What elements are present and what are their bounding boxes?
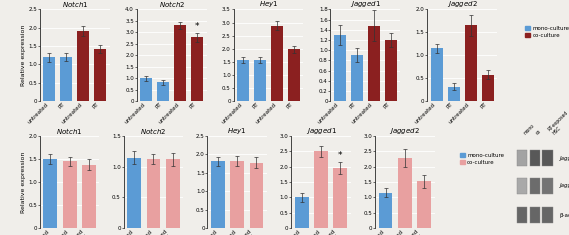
Bar	[314, 151, 328, 228]
Title: $\it{Notch1}$: $\it{Notch1}$	[56, 126, 83, 136]
Bar	[174, 25, 186, 101]
Bar	[517, 150, 527, 166]
Legend: mono-culture, co-culture: mono-culture, co-culture	[525, 26, 569, 38]
Bar	[398, 158, 412, 228]
Bar	[530, 178, 540, 193]
Text: Jagged1: Jagged1	[559, 156, 569, 161]
Title: $\it{Notch2}$: $\it{Notch2}$	[159, 0, 185, 9]
Text: Jagged2: Jagged2	[559, 183, 569, 188]
Bar	[94, 49, 106, 101]
Bar	[191, 37, 203, 101]
Bar	[146, 159, 160, 228]
Y-axis label: Relative expression: Relative expression	[21, 151, 26, 213]
Bar	[385, 40, 397, 101]
Title: $\it{Hey1}$: $\it{Hey1}$	[259, 0, 278, 9]
Bar	[542, 178, 552, 193]
Bar	[542, 150, 552, 166]
Text: *: *	[195, 22, 199, 31]
Bar	[43, 159, 57, 228]
Bar	[351, 55, 363, 101]
Bar	[271, 26, 283, 101]
Bar	[140, 78, 152, 101]
Bar	[530, 207, 540, 223]
Bar	[82, 164, 96, 228]
Bar	[288, 49, 300, 101]
Bar	[211, 161, 225, 228]
Bar	[542, 207, 552, 223]
Text: β-actin: β-actin	[559, 213, 569, 218]
Bar	[517, 178, 527, 193]
Y-axis label: Relative expression: Relative expression	[21, 25, 26, 86]
Bar	[448, 86, 460, 101]
Bar	[517, 207, 527, 223]
Title: $\it{Notch1}$: $\it{Notch1}$	[61, 0, 88, 9]
Title: $\it{Jagged2}$: $\it{Jagged2}$	[447, 0, 477, 9]
Bar	[230, 161, 244, 228]
Bar	[368, 26, 380, 101]
Bar	[254, 60, 266, 101]
Text: RT-exposed
HSC: RT-exposed HSC	[547, 110, 569, 136]
Bar	[378, 193, 393, 228]
Bar	[63, 161, 77, 228]
Text: mono: mono	[522, 123, 535, 136]
Bar	[127, 157, 141, 228]
Bar	[530, 150, 540, 166]
Bar	[237, 60, 249, 101]
Bar	[166, 159, 180, 228]
Title: $\it{Jagged1}$: $\it{Jagged1}$	[350, 0, 381, 9]
Text: *: *	[337, 151, 342, 160]
Title: $\it{Hey1}$: $\it{Hey1}$	[228, 126, 247, 136]
Bar	[333, 35, 346, 101]
Bar	[157, 82, 169, 101]
Bar	[77, 31, 89, 101]
Bar	[481, 74, 494, 101]
Text: co: co	[535, 129, 542, 136]
Bar	[295, 197, 309, 228]
Bar	[333, 168, 347, 228]
Bar	[43, 57, 55, 101]
Legend: mono-culture, co-culture: mono-culture, co-culture	[460, 153, 504, 165]
Bar	[250, 163, 263, 228]
Bar	[465, 25, 477, 101]
Bar	[60, 57, 72, 101]
Title: $\it{Notch2}$: $\it{Notch2}$	[141, 126, 167, 136]
Bar	[417, 181, 431, 228]
Title: $\it{Jagged1}$: $\it{Jagged1}$	[306, 126, 336, 136]
Title: $\it{Jagged2}$: $\it{Jagged2}$	[389, 126, 420, 136]
Bar	[431, 48, 443, 101]
